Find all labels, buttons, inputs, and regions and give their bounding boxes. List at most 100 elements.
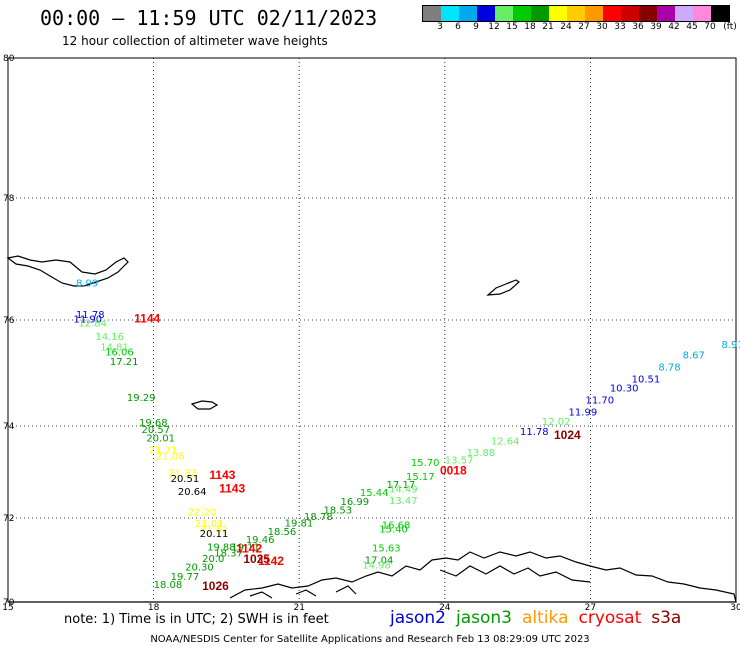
latitude-tick-label: 72 (3, 514, 14, 524)
color-swatch (423, 6, 441, 21)
color-swatch (513, 6, 531, 21)
wave-height-label: 21.06 (156, 452, 185, 463)
wave-height-label: 18.53 (323, 505, 352, 516)
wave-height-label: 19.29 (127, 393, 156, 404)
longitude-tick-label: 21 (293, 603, 304, 613)
wave-height-label: 20.30 (185, 563, 214, 574)
wave-height-label: 19.46 (246, 535, 275, 546)
credit-footer: NOAA/NESDIS Center for Satellite Applica… (150, 634, 590, 645)
color-scale-tick: 42 (668, 22, 680, 32)
wave-height-label: 17.04 (365, 555, 394, 566)
wave-height-label: 18.08 (154, 580, 183, 591)
wave-height-label: 13.88 (467, 448, 496, 459)
wave-height-label: 15.63 (372, 544, 401, 555)
wave-height-label: 15.17 (406, 472, 435, 483)
wave-height-label: 15.40 (379, 525, 408, 536)
wave-height-label: 11.90 (74, 315, 103, 326)
wave-height-label: 16.06 (105, 348, 134, 359)
color-scale-tick: 70 (704, 22, 716, 32)
wave-height-label: 11.70 (586, 396, 615, 407)
pass-time-label: 0018 (440, 463, 467, 477)
map-title: 00:00 – 11:59 UTC 02/11/2023 (40, 6, 378, 30)
legend-entry: jason2 (390, 608, 446, 628)
wave-height-label: 10.30 (610, 384, 639, 395)
pass-time-label: 1142 (236, 541, 262, 555)
wave-height-label: 11.78 (520, 427, 549, 438)
wave-height-label: 10.51 (632, 375, 661, 386)
longitude-tick-label: 27 (585, 603, 596, 613)
wave-height-label: 20.11 (200, 529, 229, 540)
map-subtitle: 12 hour collection of altimeter wave hei… (62, 34, 328, 48)
graticule: 15 18 21 24 27 30 80 78 76 74 72 70 (2, 54, 740, 613)
color-scale-tick: 36 (632, 22, 644, 32)
wave-height-label: 18.37 (214, 549, 243, 560)
wave-height-label: 22.20 (188, 508, 217, 519)
latitude-tick-label: 76 (3, 316, 15, 326)
color-scale-tick: 21 (542, 22, 554, 32)
wave-height-label: 18.56 (268, 527, 297, 538)
latitude-tick-label: 74 (3, 422, 15, 432)
norway-coast (8, 551, 737, 603)
color-scale-tick: 9 (473, 22, 479, 32)
wave-height-label: 19.11 (231, 542, 260, 553)
wave-height-label: 14.49 (389, 485, 418, 496)
pass-time-label: 1026 (202, 579, 229, 593)
footnote: note: 1) Time is in UTC; 2) SWH is in fe… (64, 612, 329, 627)
wave-height-label: 21.71 (149, 446, 178, 457)
wave-height-label: 20.57 (141, 425, 170, 436)
wave-height-label: 20.01 (146, 434, 175, 445)
wave-height-label: 12.84 (78, 318, 107, 329)
latitude-tick-label: 78 (3, 194, 15, 204)
hopen-coast (486, 279, 520, 296)
wave-height-label: 19.68 (139, 418, 168, 429)
wave-height-label: 11.78 (76, 310, 105, 321)
wave-height-label: 14.81 (100, 343, 129, 354)
color-scale-tick: 12 (488, 22, 500, 32)
color-scale-tick: 6 (455, 22, 461, 32)
wave-height-label: 16.68 (382, 521, 411, 532)
wave-height-label: 14.98 (362, 560, 391, 571)
longitude-tick-label: 15 (2, 603, 13, 613)
wave-height-label: 20.64 (178, 487, 207, 498)
wave-height-label: 21.51 (200, 525, 229, 536)
color-swatch (531, 6, 549, 21)
wave-height-label: 13.47 (389, 496, 418, 507)
pass-time-label: 1024 (554, 428, 581, 442)
color-swatch (693, 6, 711, 21)
color-swatch (477, 6, 495, 21)
legend-entry: cryosat (578, 608, 642, 628)
color-scale-unit: (ft) (723, 22, 737, 32)
latitude-tick-label: 80 (3, 54, 15, 64)
norway-islands (249, 585, 357, 599)
color-swatch (585, 6, 603, 21)
wave-height-label: 18.78 (304, 512, 333, 523)
color-scale-bar (422, 5, 730, 22)
wave-height-label: 12.02 (542, 417, 571, 428)
pass-time-label: 1143 (209, 468, 235, 482)
color-swatch (549, 6, 567, 21)
wave-height-label: 19.88 (207, 542, 236, 553)
wave-height-label: 17.17 (387, 480, 416, 491)
svalbard-coast (6, 255, 129, 287)
color-swatch (441, 6, 459, 21)
color-scale-tick: 3 (437, 22, 443, 32)
color-swatch (459, 6, 477, 21)
color-scale-tick: 18 (524, 22, 536, 32)
pass-time-label: 1142 (258, 554, 284, 568)
wave-height-label: 8.67 (683, 351, 705, 362)
color-swatch (675, 6, 693, 21)
wave-height-label: 12.64 (491, 436, 520, 447)
pass-time-label: 1143 (219, 482, 245, 496)
color-swatch (495, 6, 513, 21)
color-scale-tick: 24 (560, 22, 572, 32)
wave-height-label: 8.78 (658, 362, 680, 373)
wave-height-label: 21.32 (168, 469, 197, 480)
wave-height-label: 14.16 (95, 332, 124, 343)
wave-height-label: 17.21 (110, 357, 139, 368)
color-scale-tick: 45 (686, 22, 698, 32)
latitude-tick-label: 70 (3, 598, 15, 608)
color-scale-tick: 30 (596, 22, 608, 32)
wave-height-label: 20.0 (202, 554, 224, 565)
